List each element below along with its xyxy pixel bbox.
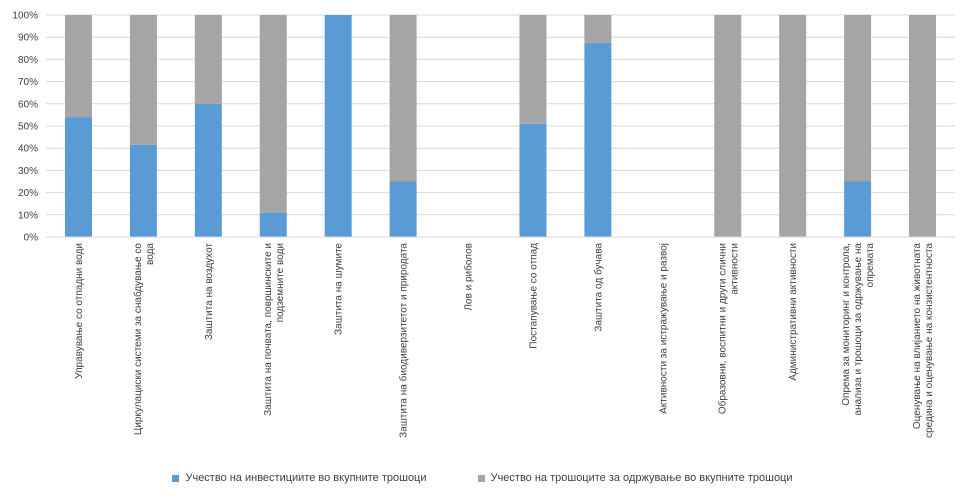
x-category-label-line: Административни активности xyxy=(788,243,799,381)
y-tick-label: 20% xyxy=(18,188,38,199)
bar-investments xyxy=(584,42,612,237)
x-category-label-line: Заштита на шумите xyxy=(334,243,345,335)
y-tick-label: 50% xyxy=(18,122,38,133)
legend-label-maintenance: Учество на трошоците за одржување во вку… xyxy=(490,472,793,484)
y-tick-label: 60% xyxy=(18,99,38,110)
y-tick-label: 70% xyxy=(18,77,38,88)
legend: Учество на инвестициите во вкупните трош… xyxy=(0,472,965,485)
x-category-label: Заштита на шумите xyxy=(334,243,345,335)
x-category-label: Опрема за мониторинг и контрола, анализа … xyxy=(841,243,876,416)
bar-maintenance xyxy=(259,15,287,213)
y-axis-ticks: 0% 10% 20% 30% 40% 50% 60% 70% 80% 90% 100% xyxy=(12,11,38,244)
x-category-label: Заштита на биодиверзитетот и природата xyxy=(398,243,410,438)
x-category-label-line: Заштита од бучава xyxy=(592,243,604,332)
legend-swatch-investments xyxy=(172,474,180,482)
legend-label-investments: Учество на инвестициите во вкупните трош… xyxy=(185,472,427,484)
x-category-label-line: средина и оценување на конзистентноста xyxy=(924,243,935,438)
gridlines xyxy=(46,14,955,216)
legend-item-investments: Учество на инвестициите во вкупните трош… xyxy=(172,472,427,484)
y-tick-label: 90% xyxy=(18,33,38,44)
bar-investments xyxy=(64,117,92,237)
x-category-label: Лов и риболов xyxy=(463,243,475,311)
x-category-label: Оценување на влијанието на животната сред… xyxy=(912,243,935,438)
x-category-label-line: Заштита на биодиверзитетот и природата xyxy=(398,243,410,438)
bar-maintenance xyxy=(779,15,807,237)
bar-investments xyxy=(844,181,872,237)
x-category-label-line: Заштита на почвата, површинските и xyxy=(263,243,274,416)
bar-maintenance xyxy=(64,15,92,118)
x-category-label-line: Образовни, воспитни и други слични xyxy=(716,243,728,414)
bar-maintenance xyxy=(909,15,937,237)
y-tick-label: 80% xyxy=(18,55,38,66)
bar-investments xyxy=(519,123,547,237)
y-tick-label: 30% xyxy=(18,166,38,177)
x-category-label: Циркулациски системи за снабдување со вод… xyxy=(132,243,156,436)
bars xyxy=(64,15,937,237)
bar-maintenance xyxy=(129,15,157,145)
bar-maintenance xyxy=(584,15,612,43)
x-category-label-line: вода xyxy=(145,243,156,265)
x-category-label: Заштита на почвата, површинските и подзем… xyxy=(263,243,286,416)
x-category-label-line: Заштита на воздухот xyxy=(204,243,215,341)
y-tick-label: 100% xyxy=(12,11,38,22)
x-category-label-line: опремата xyxy=(865,243,876,288)
y-tick-label: 10% xyxy=(18,210,38,221)
x-category-label-line: Лов и риболов xyxy=(463,243,475,311)
y-tick-label: 40% xyxy=(18,144,38,155)
x-category-label-line: Управување со отпадни води xyxy=(74,243,85,379)
bar-investments xyxy=(324,15,352,237)
x-category-label: Активности за истражување и развој xyxy=(658,243,669,414)
x-category-label-line: Оценување на влијанието на животната xyxy=(912,243,923,430)
x-category-label-line: Циркулациски системи за снабдување со xyxy=(132,243,144,436)
bar-investments xyxy=(259,212,287,237)
bar-maintenance xyxy=(389,15,417,182)
x-category-label: Образовни, воспитни и други слични активн… xyxy=(716,243,740,414)
bar-investments xyxy=(129,144,157,237)
x-category-label-line: активности xyxy=(729,243,740,295)
legend-item-maintenance: Учество на трошоците за одржување во вку… xyxy=(477,472,793,484)
bar-maintenance xyxy=(844,15,872,182)
x-category-label: Постапување со отпад xyxy=(528,243,539,349)
bar-maintenance xyxy=(519,15,547,124)
x-category-label-line: Постапување со отпад xyxy=(528,243,539,349)
y-tick-label: 0% xyxy=(24,233,39,244)
bar-maintenance xyxy=(194,15,222,104)
x-category-label-line: подземните води xyxy=(275,243,286,322)
bar-investments xyxy=(194,103,222,237)
x-category-label: Заштита на воздухот xyxy=(204,243,215,341)
x-axis-category-labels: Управување со отпадни води Циркулациски с… xyxy=(74,243,935,438)
x-category-label-line: анализа и трошоци за одржување на xyxy=(853,243,864,416)
x-category-label: Заштита од бучава xyxy=(592,243,604,332)
x-category-label: Административни активности xyxy=(788,243,799,381)
bar-investments xyxy=(389,181,417,237)
x-category-label-line: Опрема за мониторинг и контрола, xyxy=(841,243,852,406)
bar-maintenance xyxy=(714,15,742,237)
x-category-label: Управување со отпадни води xyxy=(74,243,85,379)
legend-swatch-maintenance xyxy=(477,474,485,482)
x-category-label-line: Активности за истражување и развој xyxy=(658,243,669,414)
